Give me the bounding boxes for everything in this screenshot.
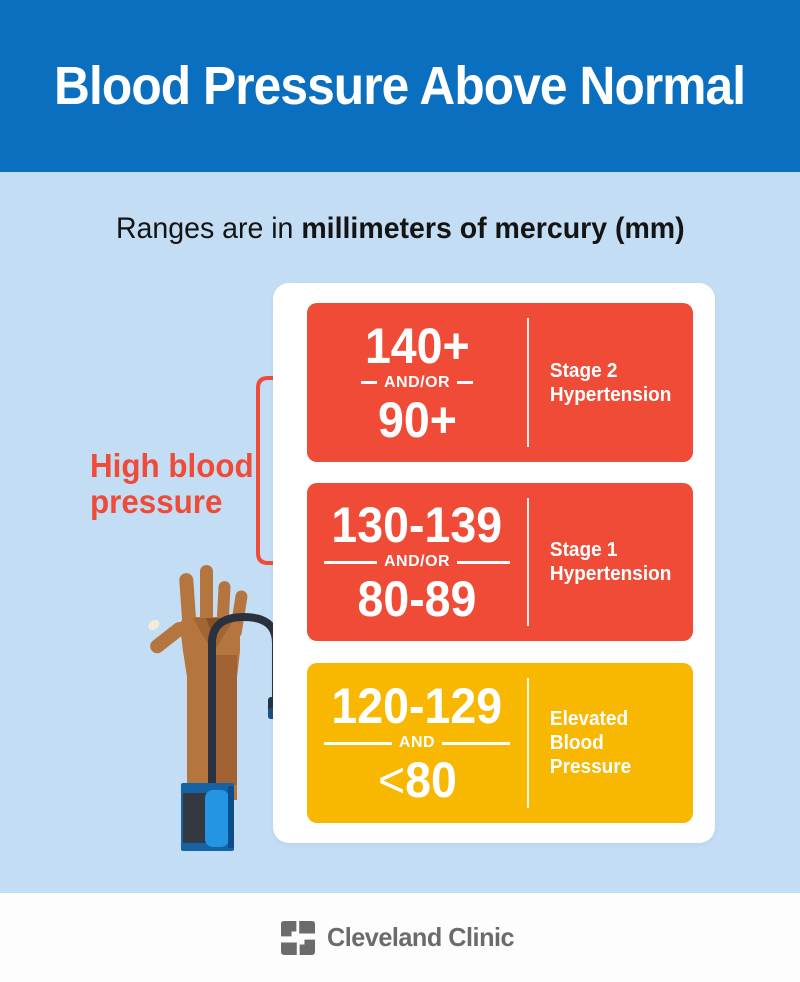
dash-rule bbox=[457, 381, 474, 384]
units-note: Ranges are in millimeters of mercury (mm… bbox=[0, 212, 800, 246]
dash-rule bbox=[442, 741, 511, 745]
arm-with-bp-cuff-illustration bbox=[148, 565, 284, 851]
range-name: Stage 2 Hypertension bbox=[549, 359, 672, 406]
connector-word: AND bbox=[398, 734, 436, 751]
dash-rule bbox=[457, 560, 511, 564]
range-name: Stage 1 Hypertension bbox=[549, 539, 672, 585]
connector-row: AND/OR bbox=[324, 553, 511, 571]
cleveland-clinic-logo-icon bbox=[280, 920, 315, 955]
header-band: Blood Pressure Above Normal bbox=[0, 0, 800, 172]
units-note-units: millimeters of mercury (mm) bbox=[301, 212, 685, 245]
diastolic-value: <80 bbox=[378, 755, 457, 805]
footer: Cleveland Clinic bbox=[0, 893, 800, 982]
diastolic-value: 80-89 bbox=[357, 571, 477, 627]
thumb bbox=[148, 619, 187, 654]
ranges-card: 140+ AND/OR 90+ Stage 2 Hypertension 130… bbox=[273, 283, 715, 843]
high-blood-pressure-label: High blood pressure bbox=[90, 448, 254, 520]
systolic-value: 130-139 bbox=[331, 497, 503, 553]
brand-name: Cleveland Clinic bbox=[326, 922, 515, 952]
units-note-prefix: Ranges are in bbox=[115, 212, 302, 245]
vertical-divider bbox=[527, 498, 529, 626]
systolic-value: 140+ bbox=[364, 317, 470, 374]
diastolic-number: 80 bbox=[404, 752, 457, 808]
range-name: Elevated Blood Pressure bbox=[549, 708, 632, 778]
systolic-value: 120-129 bbox=[331, 678, 503, 734]
readings: 120-129 AND <80 bbox=[307, 678, 527, 805]
readings: 140+ AND/OR 90+ bbox=[307, 317, 527, 448]
high-blood-pressure-line2: pressure bbox=[90, 483, 223, 520]
connector-word: AND/OR bbox=[383, 553, 451, 570]
range-elevated-blood-pressure: 120-129 AND <80 Elevated Blood Pressure bbox=[307, 663, 693, 823]
dash-rule bbox=[324, 741, 392, 745]
dash-rule bbox=[361, 381, 377, 384]
range-stage1-hypertension: 130-139 AND/OR 80-89 Stage 1 Hypertensio… bbox=[307, 483, 693, 641]
vertical-divider bbox=[527, 678, 529, 808]
high-blood-pressure-line1: High blood bbox=[90, 447, 254, 484]
range-stage2-hypertension: 140+ AND/OR 90+ Stage 2 Hypertension bbox=[307, 303, 693, 462]
blood-pressure-cuff bbox=[181, 783, 234, 851]
vertical-divider bbox=[527, 318, 529, 447]
connector-row: AND/OR bbox=[361, 373, 474, 392]
connector-word: AND/OR bbox=[383, 373, 451, 391]
less-than-sign: < bbox=[377, 752, 405, 808]
diastolic-value: 90+ bbox=[377, 391, 457, 448]
readings: 130-139 AND/OR 80-89 bbox=[307, 497, 527, 627]
page-title: Blood Pressure Above Normal bbox=[54, 56, 746, 116]
connector-row: AND bbox=[324, 734, 511, 752]
dash-rule bbox=[324, 560, 377, 564]
